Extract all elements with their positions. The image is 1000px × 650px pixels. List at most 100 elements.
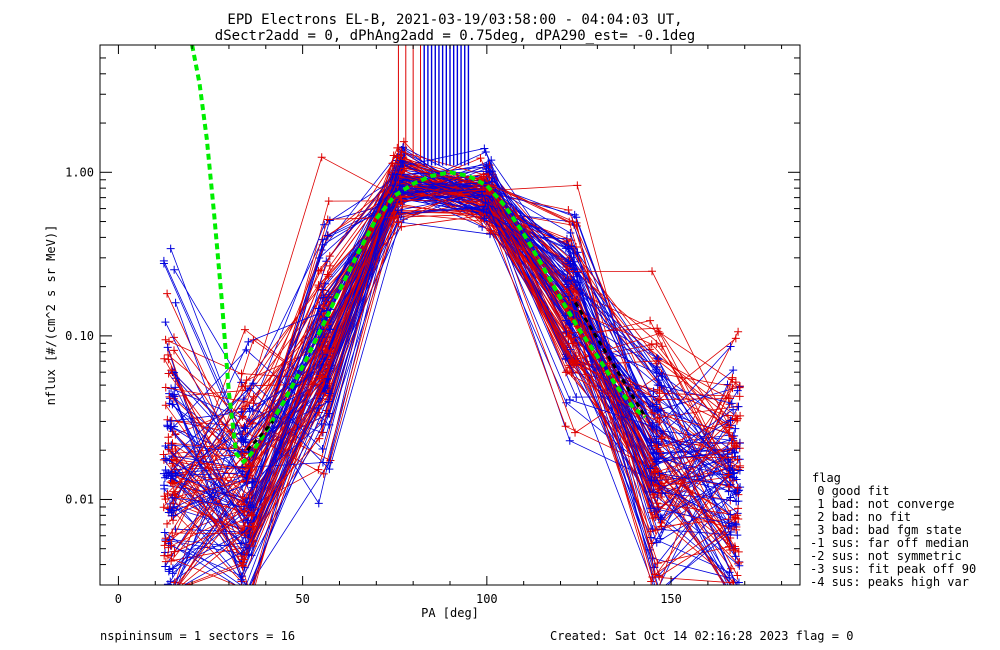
trace-marker: [323, 231, 332, 240]
y-tick-label: 1.00: [65, 165, 94, 179]
fit-curve-dark-segment: [246, 420, 275, 452]
trace-marker: [326, 325, 335, 334]
red-trace: [161, 159, 733, 437]
trace-marker: [241, 464, 250, 473]
trace-marker: [161, 335, 170, 344]
x-tick-label: 0: [115, 592, 122, 606]
trace-marker: [246, 588, 254, 596]
trace-marker: [319, 469, 328, 478]
trace-marker: [736, 582, 738, 585]
trace-marker: [317, 153, 326, 162]
trace-marker: [170, 392, 179, 401]
footer-right: Created: Sat Oct 14 02:16:28 2023 flag =…: [550, 629, 853, 643]
trace-marker: [568, 339, 577, 348]
trace-marker: [171, 374, 180, 383]
trace-marker: [728, 415, 737, 424]
trace-marker: [394, 206, 403, 215]
trace-marker: [729, 366, 738, 375]
trace-marker: [479, 170, 488, 179]
trace-marker: [248, 477, 257, 486]
trace-marker: [647, 340, 656, 349]
trace-marker: [167, 588, 175, 596]
trace-marker: [734, 559, 743, 568]
trace-marker: [567, 242, 576, 251]
y-tick-label: 0.10: [65, 329, 94, 343]
trace-line: [168, 176, 741, 449]
trace-marker: [393, 199, 402, 208]
trace-marker: [324, 197, 333, 206]
x-tick-label: 100: [476, 592, 498, 606]
trace-marker: [164, 567, 173, 576]
trace-marker: [237, 500, 246, 509]
trace-marker: [653, 499, 662, 508]
trace-marker: [325, 261, 334, 270]
trace-line: [172, 213, 728, 460]
trace-marker: [731, 424, 740, 433]
trace-line: [169, 196, 730, 585]
trace-marker: [237, 369, 246, 378]
trace-marker: [646, 464, 655, 473]
trace-marker: [486, 226, 495, 235]
trace-marker: [237, 378, 246, 387]
trace-marker: [317, 419, 326, 428]
trace-marker: [163, 343, 172, 352]
trace-marker: [171, 298, 180, 307]
trace-marker: [240, 507, 249, 516]
trace-marker: [657, 522, 666, 531]
trace-marker: [399, 161, 408, 170]
trace-marker: [728, 432, 737, 441]
trace-marker: [166, 424, 175, 433]
trace-marker: [249, 379, 258, 388]
trace-marker: [655, 395, 664, 404]
trace-marker: [731, 514, 740, 523]
trace-marker: [727, 399, 736, 408]
trace-marker: [725, 423, 734, 432]
trace-marker: [656, 515, 665, 524]
trace-marker: [169, 511, 178, 520]
trace-marker: [249, 503, 258, 512]
trace-marker: [170, 547, 179, 556]
trace-line: [171, 175, 738, 496]
trace-marker: [241, 424, 250, 433]
trace-marker: [169, 479, 178, 488]
data-layer: [159, 45, 745, 596]
trace-marker: [726, 510, 735, 519]
trace-marker: [654, 467, 663, 476]
trace-marker: [652, 538, 661, 547]
trace-marker: [241, 533, 250, 542]
trace-marker: [245, 543, 254, 552]
legend-title: flag: [812, 471, 841, 485]
trace-marker: [161, 495, 170, 504]
trace-marker: [160, 528, 169, 537]
trace-marker: [316, 374, 325, 383]
trace-marker: [170, 346, 179, 355]
trace-marker: [169, 588, 177, 596]
trace-marker: [170, 588, 178, 596]
trace-marker: [163, 551, 172, 560]
trace-marker: [480, 214, 489, 223]
trace-marker: [167, 588, 175, 596]
trace-marker: [169, 455, 178, 464]
trace-marker: [161, 401, 170, 410]
trace-marker: [730, 449, 739, 457]
trace-marker: [169, 588, 177, 596]
trace-marker: [724, 470, 733, 479]
trace-marker: [324, 409, 333, 418]
trace-marker: [248, 588, 256, 596]
trace-marker: [161, 537, 170, 546]
trace-marker: [572, 393, 581, 402]
trace-marker: [569, 265, 578, 274]
trace-marker: [651, 526, 660, 535]
trace-marker: [570, 295, 579, 304]
trace-marker: [655, 418, 664, 427]
trace-marker: [167, 366, 176, 375]
trace-marker: [648, 267, 657, 276]
trace-marker: [726, 457, 735, 466]
trace-marker: [733, 455, 742, 464]
trace-marker: [728, 384, 737, 393]
trace-marker: [168, 588, 176, 596]
trace-marker: [567, 334, 576, 343]
legend-entry: 0 good fit: [810, 484, 889, 498]
trace-marker: [170, 588, 178, 596]
trace-marker: [732, 588, 740, 596]
